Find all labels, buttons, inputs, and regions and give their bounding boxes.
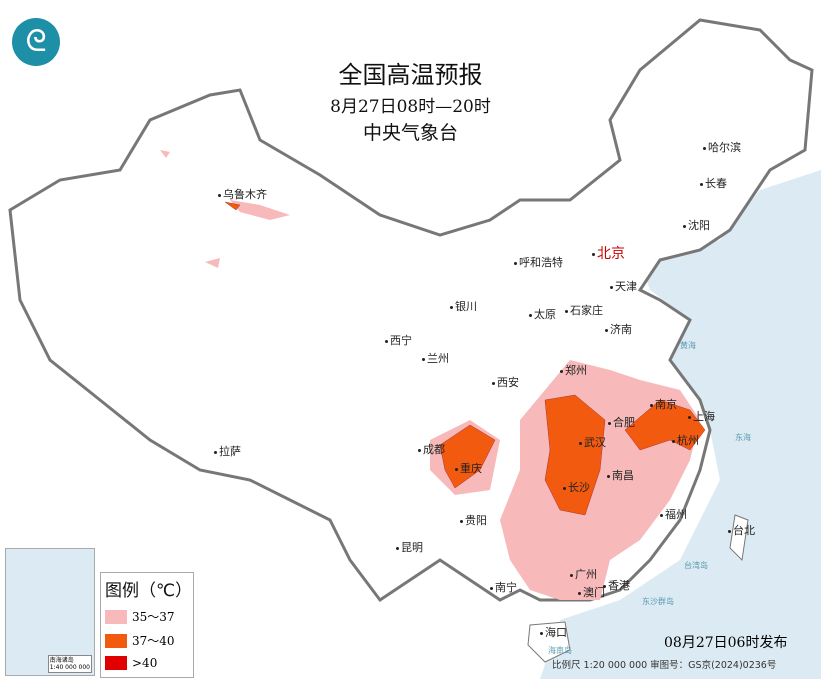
city-label: 台北 bbox=[728, 524, 755, 537]
city-label: 澳门 bbox=[578, 586, 605, 599]
city-label: 海口 bbox=[540, 626, 567, 639]
sea-label: 东沙群岛 bbox=[642, 597, 674, 606]
map-subtitle: 8月27日08时—20时 bbox=[330, 97, 491, 117]
legend-item: >40 bbox=[105, 656, 193, 670]
city-dot-icon bbox=[660, 513, 663, 517]
city-label: 南宁 bbox=[490, 581, 517, 594]
city-dot-icon bbox=[455, 467, 458, 471]
city-dot-icon bbox=[578, 591, 581, 595]
city-label: 贵阳 bbox=[460, 514, 487, 527]
legend: 图例（℃） 35～37 37～40 >40 bbox=[100, 572, 194, 678]
legend-swatch bbox=[105, 633, 127, 648]
city-dot-icon bbox=[605, 328, 608, 332]
sea-label: 东海 bbox=[735, 433, 751, 442]
city-dot-icon bbox=[683, 224, 686, 228]
city-label: 南昌 bbox=[607, 469, 634, 482]
city-dot-icon bbox=[565, 309, 568, 313]
city-label: 武汉 bbox=[579, 436, 606, 449]
legend-item: 35～37 bbox=[105, 608, 193, 625]
city-dot-icon bbox=[672, 439, 675, 443]
city-label: 成都 bbox=[418, 443, 445, 456]
city-dot-icon bbox=[570, 573, 573, 577]
map-title: 全国高温预报 bbox=[338, 61, 483, 89]
city-dot-icon bbox=[514, 261, 517, 265]
agency-name: 中央气象台 bbox=[362, 122, 458, 144]
city-label: 长沙 bbox=[563, 481, 590, 494]
city-label: 西安 bbox=[492, 376, 519, 389]
city-dot-icon bbox=[603, 584, 606, 588]
city-label: 银川 bbox=[450, 300, 477, 313]
city-label: 沈阳 bbox=[683, 219, 710, 232]
city-label: 呼和浩特 bbox=[514, 256, 563, 269]
city-dot-icon bbox=[385, 339, 388, 343]
taiwan bbox=[729, 514, 749, 562]
city-dot-icon bbox=[450, 305, 453, 309]
city-dot-icon bbox=[560, 369, 563, 373]
city-dot-icon bbox=[703, 146, 706, 150]
city-label: 济南 bbox=[605, 323, 632, 336]
city-dot-icon bbox=[563, 486, 566, 490]
city-label: 西宁 bbox=[385, 334, 412, 347]
city-dot-icon bbox=[650, 403, 653, 407]
city-label: 天津 bbox=[610, 280, 637, 293]
city-dot-icon bbox=[607, 474, 610, 478]
city-label: 郑州 bbox=[560, 364, 587, 377]
south-china-sea-inset: 南海诸岛 1:40 000 000 bbox=[5, 548, 95, 676]
city-dot-icon bbox=[610, 285, 613, 289]
city-label: 长春 bbox=[700, 177, 727, 190]
city-dot-icon bbox=[422, 357, 425, 361]
city-label: 南京 bbox=[650, 398, 677, 411]
scale-and-approval: 比例尺 1:20 000 000 审图号：GS京(2024)0236号 bbox=[552, 660, 777, 671]
sea-area bbox=[540, 170, 821, 679]
city-dot-icon bbox=[396, 546, 399, 550]
city-label: 拉萨 bbox=[214, 445, 241, 458]
sea-label: 台湾岛 bbox=[684, 561, 708, 570]
legend-swatch bbox=[105, 609, 127, 624]
city-label: 合肥 bbox=[608, 416, 635, 429]
legend-title: 图例（℃） bbox=[105, 581, 193, 601]
city-dot-icon bbox=[608, 421, 611, 425]
hainan bbox=[527, 621, 571, 663]
city-dot-icon bbox=[540, 631, 543, 635]
legend-swatch bbox=[105, 656, 127, 670]
city-label: 石家庄 bbox=[565, 304, 603, 317]
city-label: 福州 bbox=[660, 508, 687, 521]
city-dot-icon bbox=[490, 586, 493, 590]
sea-label: 海南岛 bbox=[548, 646, 572, 655]
city-dot-icon bbox=[529, 313, 532, 317]
city-dot-icon bbox=[492, 381, 495, 385]
city-dot-icon bbox=[728, 529, 731, 533]
sea-label: 黄海 bbox=[680, 341, 696, 350]
issue-time: 08月27日06时发布 bbox=[664, 635, 788, 651]
city-dot-icon bbox=[418, 448, 421, 452]
city-dot-icon bbox=[214, 450, 217, 454]
heat-37-40-areas bbox=[224, 201, 706, 516]
city-label: 兰州 bbox=[422, 352, 449, 365]
city-dot-icon bbox=[218, 193, 221, 197]
city-label: 乌鲁木齐 bbox=[218, 188, 267, 201]
city-label: 广州 bbox=[570, 568, 597, 581]
city-label: 上海 bbox=[688, 410, 715, 423]
city-label: 杭州 bbox=[672, 434, 699, 447]
city-dot-icon bbox=[460, 519, 463, 523]
cma-logo: ᘓ bbox=[12, 18, 60, 66]
city-dot-icon bbox=[688, 415, 691, 419]
city-label: 重庆 bbox=[455, 462, 482, 475]
city-label: 昆明 bbox=[396, 541, 423, 554]
legend-item: 37～40 bbox=[105, 632, 193, 649]
inset-label: 南海诸岛 1:40 000 000 bbox=[47, 655, 92, 673]
city-label: 太原 bbox=[529, 308, 556, 321]
city-label: 香港 bbox=[603, 579, 630, 592]
city-label: 哈尔滨 bbox=[703, 141, 741, 154]
city-label: 北京 bbox=[592, 246, 625, 262]
city-dot-icon bbox=[579, 441, 582, 445]
city-dot-icon bbox=[592, 252, 595, 256]
city-dot-icon bbox=[700, 182, 703, 186]
